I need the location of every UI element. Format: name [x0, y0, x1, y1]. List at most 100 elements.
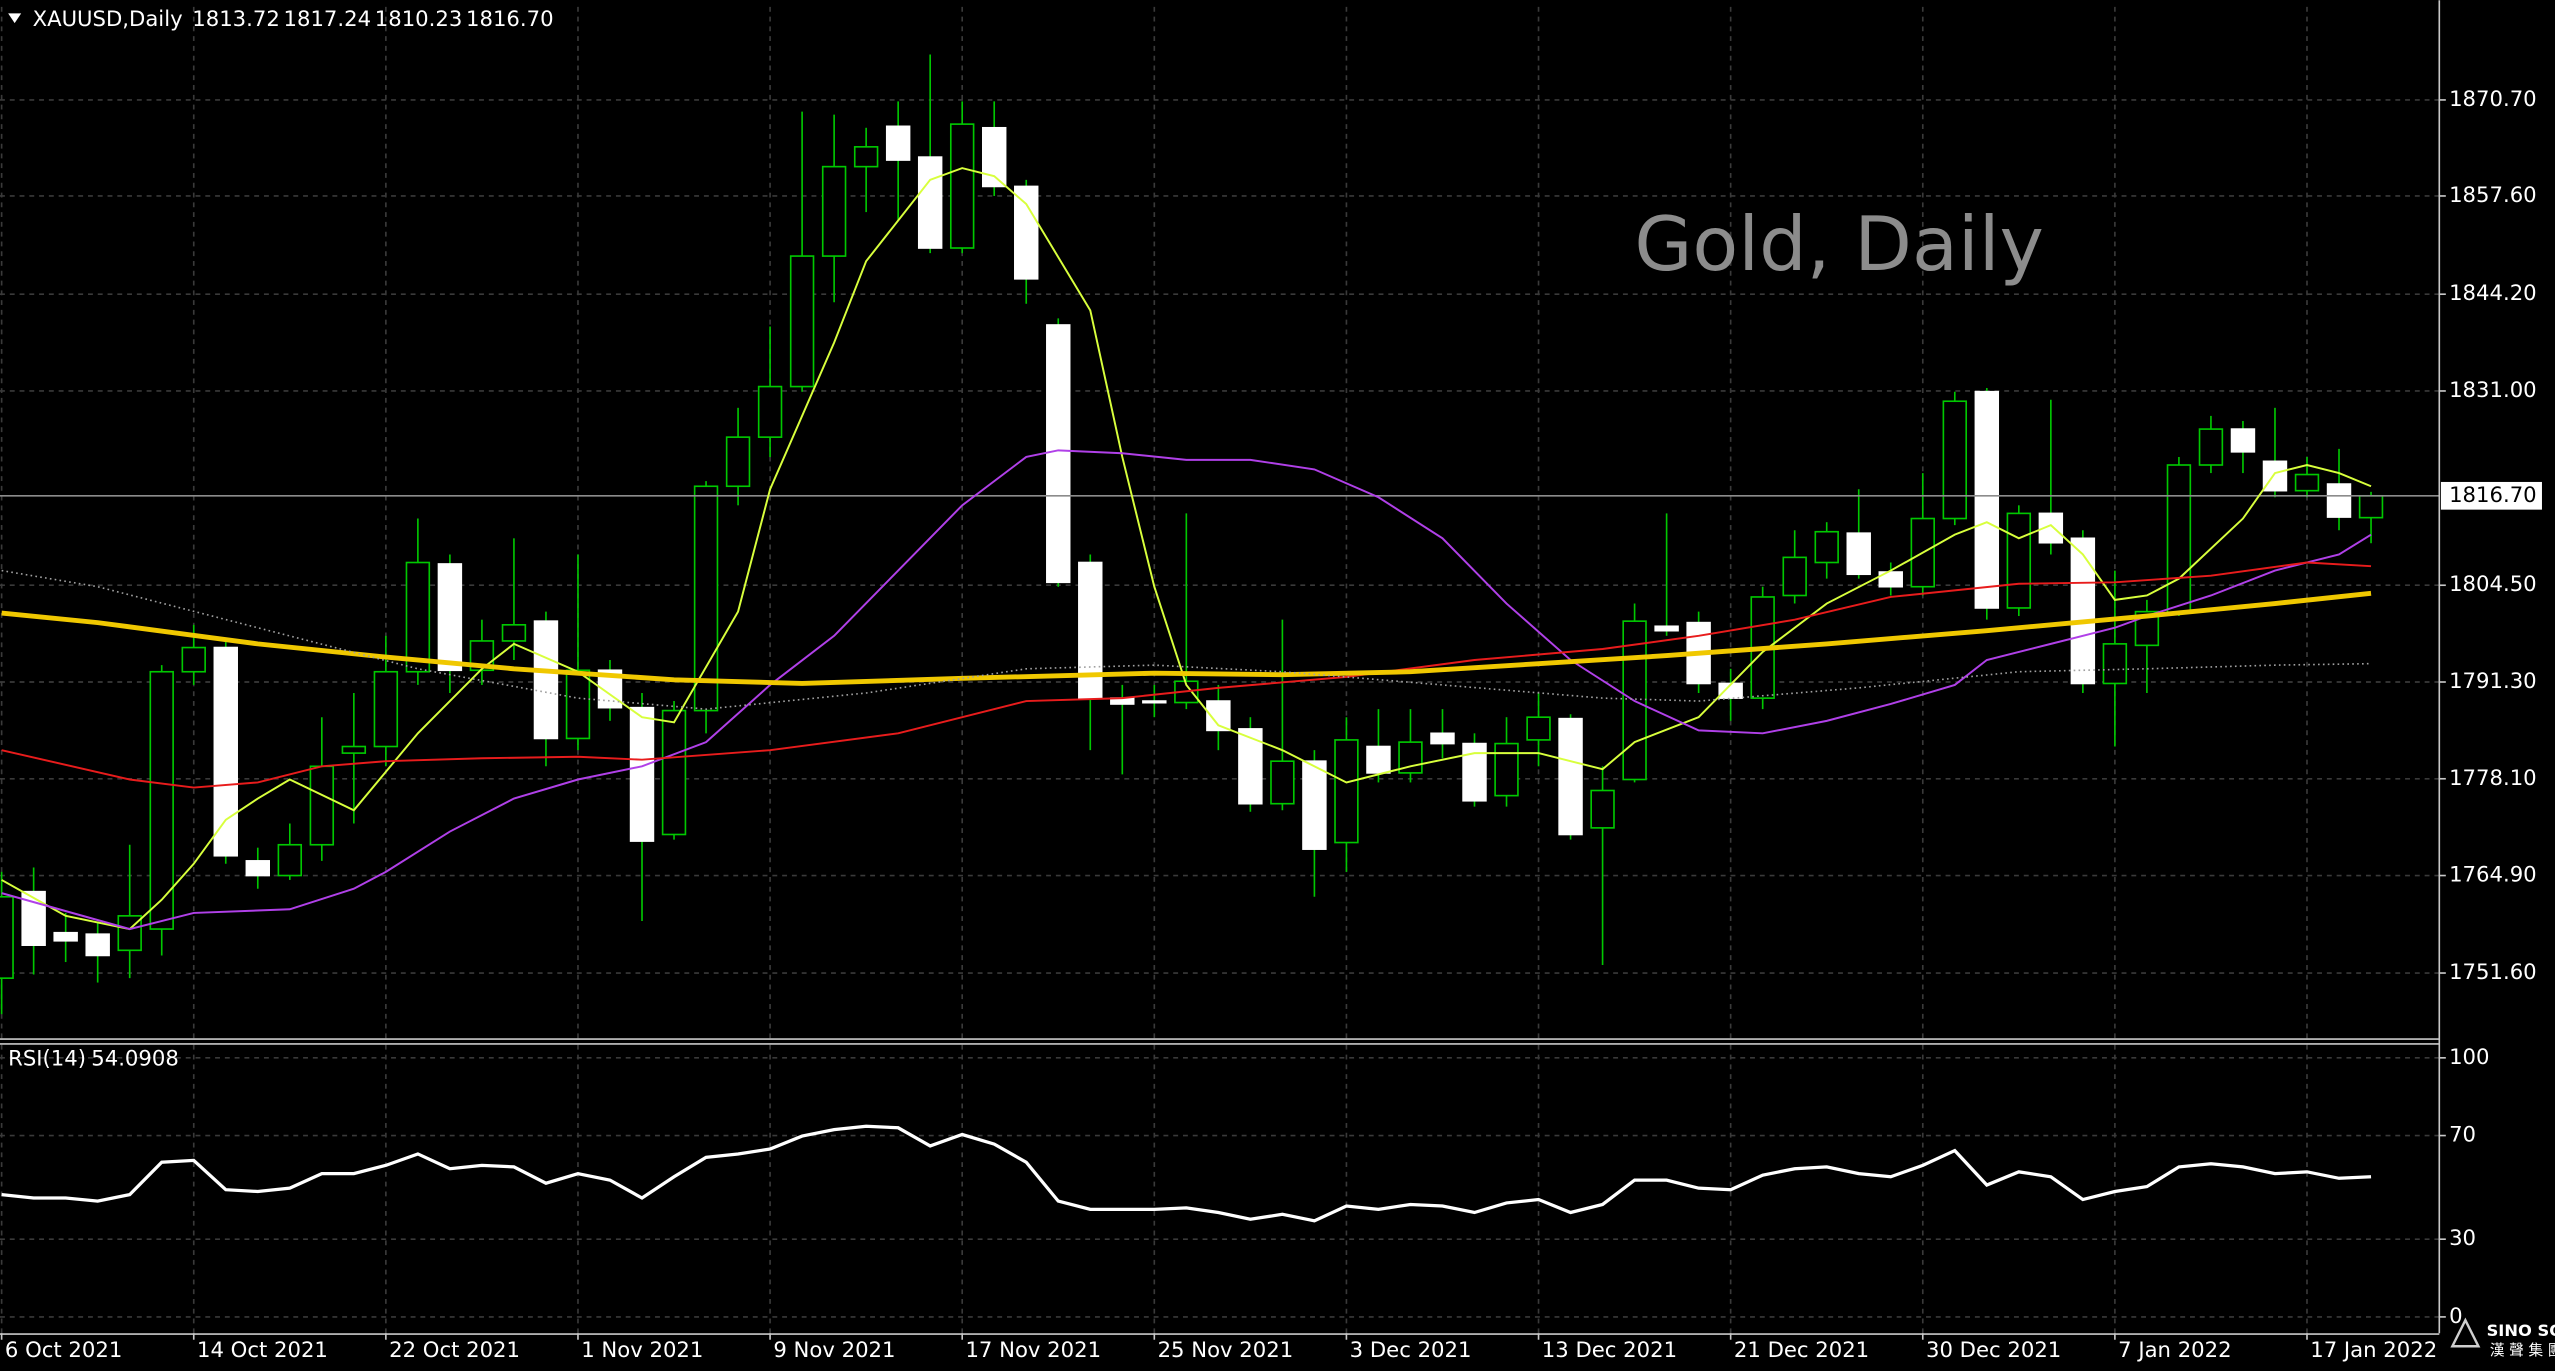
- y-tick-label: 1844.20: [2449, 280, 2537, 305]
- x-tick-label: 13 Dec 2021: [1542, 1337, 1677, 1362]
- candle-body: [1526, 716, 1551, 741]
- candle-body: [821, 165, 847, 257]
- symbol-menu-arrow: [8, 13, 22, 24]
- candle-body: [1878, 571, 1903, 588]
- x-tick-label: 22 Oct 2021: [389, 1337, 520, 1362]
- candle-body: [85, 933, 110, 957]
- y-tick-label: 1778.10: [2449, 765, 2537, 790]
- candle-body: [2230, 428, 2256, 453]
- candle-body: [245, 860, 271, 877]
- moving-average: [1, 449, 2372, 931]
- logo-icon: [2450, 1317, 2481, 1348]
- candle-body: [2102, 643, 2128, 685]
- x-tick-label: 25 Nov 2021: [1158, 1337, 1294, 1362]
- candle-body: [1430, 732, 1455, 745]
- header-low: 1810.23: [375, 6, 463, 31]
- y-tick-label: 70: [2449, 1122, 2476, 1147]
- candle-body: [1334, 739, 1359, 844]
- candle-body: [53, 931, 78, 942]
- candle-body: [565, 669, 591, 740]
- last-price-box: [2440, 481, 2542, 510]
- candle-body: [1814, 530, 1839, 564]
- x-tick-label: 1 Nov 2021: [581, 1337, 703, 1362]
- candle-body: [725, 436, 751, 488]
- y-tick-label: 1831.00: [2449, 377, 2537, 402]
- candle-body: [1654, 625, 1679, 632]
- candle-body: [181, 646, 206, 673]
- x-tick-label: 6 Oct 2021: [5, 1337, 122, 1362]
- candle-body: [1014, 185, 1039, 280]
- candle-body: [1974, 390, 2000, 609]
- candle-body: [501, 624, 527, 642]
- candle-body: [1078, 561, 1103, 699]
- candle-body: [1590, 789, 1615, 829]
- candle-body: [213, 646, 238, 857]
- y-tick-label: 1791.30: [2449, 668, 2537, 693]
- candle-body: [2294, 473, 2320, 492]
- candle-body: [885, 125, 911, 161]
- candle-body: [1302, 760, 1327, 850]
- y-tick-label: 1804.50: [2449, 571, 2537, 596]
- candle-body: [1942, 400, 1968, 520]
- x-tick-label: 30 Dec 2021: [1926, 1337, 2061, 1362]
- overlay-layer: 1751.60 1764.90 1778.10 1791.30 1804.50 1831.…: [0, 86, 2542, 1362]
- candle-body: [21, 890, 46, 946]
- candle-body: [2358, 494, 2384, 519]
- candle-body: [2006, 512, 2032, 609]
- header-open: 1813.72: [192, 6, 280, 31]
- candle-body: [533, 620, 559, 740]
- candle-body: [1270, 760, 1295, 805]
- y-tick-label: 100: [2449, 1044, 2489, 1069]
- candle-body: [2198, 428, 2224, 466]
- candle-body: [2038, 512, 2064, 544]
- x-tick-label: 7 Jan 2022: [2118, 1337, 2231, 1362]
- y-tick-label: 1870.70: [2449, 86, 2537, 111]
- candle-body: [373, 670, 399, 748]
- candle-body: [309, 765, 335, 846]
- candle-body: [1206, 700, 1231, 732]
- candle-body: [1494, 742, 1519, 797]
- candle-body: [0, 895, 14, 979]
- candle-body: [981, 126, 1007, 188]
- rsi-value: 54.0908: [91, 1045, 179, 1070]
- candle-body: [949, 123, 975, 249]
- y-tick-label: 0: [2449, 1303, 2462, 1328]
- candle-body: [757, 385, 783, 438]
- logo-subtitle: 漢 聲 集 團: [2490, 1342, 2555, 1359]
- x-tick-label: 3 Dec 2021: [1350, 1337, 1472, 1362]
- candle-body: [2134, 610, 2160, 647]
- candle-body: [2166, 464, 2192, 614]
- candle-body: [341, 745, 367, 754]
- x-tick-label: 17 Jan 2022: [2310, 1337, 2437, 1362]
- rsi-line: [1, 1124, 2372, 1223]
- candle-body: [1462, 742, 1487, 802]
- x-tick-label: 17 Nov 2021: [965, 1337, 1101, 1362]
- moving-average: [1, 167, 2372, 931]
- y-tick-label: 30: [2449, 1225, 2476, 1250]
- candle-body: [693, 485, 719, 712]
- candle-body: [1782, 556, 1807, 597]
- candle-body: [917, 156, 943, 249]
- candle-body: [1846, 532, 1871, 576]
- header-close: 1816.70: [466, 6, 554, 31]
- candle-body: [853, 146, 879, 168]
- candle-body: [2262, 460, 2288, 492]
- candle-body: [277, 843, 303, 877]
- moving-average: [1, 569, 2372, 710]
- rsi-label: RSI(14): [8, 1045, 86, 1070]
- y-tick-label: 1751.60: [2449, 959, 2537, 984]
- x-tick-label: 21 Dec 2021: [1734, 1337, 1869, 1362]
- last-price-label: 1816.70: [2449, 482, 2537, 507]
- candle-body: [661, 709, 687, 836]
- candle-body: [1046, 324, 1071, 584]
- symbol-label: XAUUSD,Daily: [33, 6, 183, 31]
- candle-body: [2326, 483, 2352, 518]
- candle-body: [1558, 717, 1583, 836]
- candle-body: [437, 563, 463, 672]
- watermark-title: Gold, Daily: [1634, 200, 2044, 288]
- x-tick-label: 9 Nov 2021: [773, 1337, 895, 1362]
- y-tick-label: 1857.60: [2449, 182, 2537, 207]
- logo-name: SINO SOUND: [2487, 1321, 2555, 1340]
